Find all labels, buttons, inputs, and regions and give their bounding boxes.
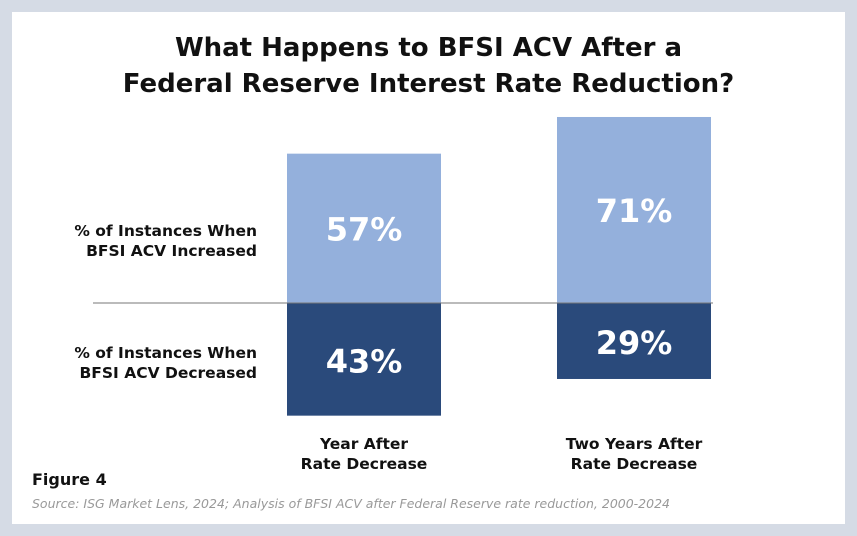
value-label: 57%	[326, 210, 403, 248]
bar	[557, 116, 711, 303]
legend-label: % of Instances When BFSI ACV Increased	[74, 222, 257, 260]
x-tick-label: Two Years After Rate Decrease	[565, 435, 703, 473]
value-label: 43%	[326, 342, 403, 380]
legend-label: % of Instances When BFSI ACV Decreased	[74, 344, 257, 382]
bar	[287, 303, 441, 416]
bar	[557, 303, 711, 379]
value-label: 29%	[596, 324, 673, 362]
source-note: Source: ISG Market Lens, 2024; Analysis …	[32, 496, 670, 511]
value-label: 71%	[596, 192, 673, 230]
figure-label: Figure 4	[32, 470, 107, 489]
x-tick-label: Year After Rate Decrease	[300, 435, 428, 473]
chart-title: What Happens to BFSI ACV After a Federal…	[122, 33, 735, 99]
bar	[287, 153, 441, 303]
